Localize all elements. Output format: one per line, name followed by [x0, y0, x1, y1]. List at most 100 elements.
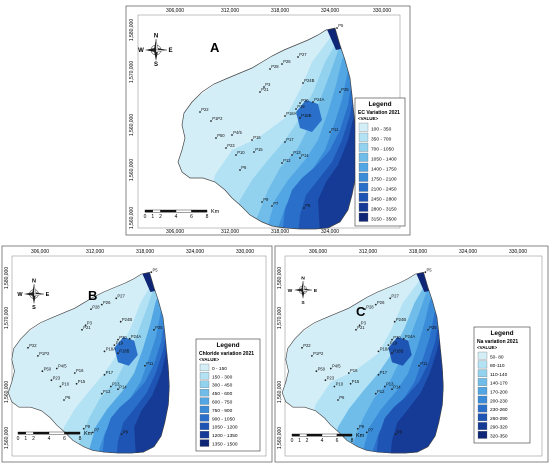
well-marker — [271, 205, 273, 207]
well-label: P20 — [301, 98, 309, 103]
scale-label: 1 — [298, 438, 301, 444]
scale-bar: 0 1 2 4 6 8Km — [291, 433, 365, 444]
scale-unit: Km — [211, 209, 220, 215]
well-label: P17 — [106, 370, 114, 375]
legend-swatch — [358, 162, 369, 172]
north-arrow-w: W — [138, 48, 144, 54]
x-tick: 324,000 — [459, 249, 477, 255]
study-area-outline — [7, 271, 170, 454]
well-label: P8 — [305, 203, 311, 208]
well-marker — [103, 350, 106, 353]
y-tick: 1,560,000 — [129, 114, 135, 136]
legend-swatch — [358, 182, 369, 192]
well-label: P20 — [119, 335, 127, 340]
well-label: P19 — [390, 340, 398, 345]
panel-c-y-ticks: 1,580,000 1,570,000 1,560,000 1,560,000 — [277, 267, 283, 449]
north-arrow-n: N — [32, 279, 36, 285]
well-label: P18A — [380, 347, 390, 352]
well-label: P50 — [217, 133, 225, 138]
well-marker — [402, 337, 405, 340]
well-marker — [389, 297, 392, 300]
well-marker — [299, 157, 301, 159]
well-label: P15 — [352, 379, 360, 384]
legend-title: Legend — [368, 101, 391, 108]
well-label: P25 — [155, 325, 163, 330]
legend-swatch — [199, 389, 210, 397]
scale-label: 2 — [32, 436, 35, 442]
well-label: P18B — [301, 113, 311, 118]
legend-class-label: 2100 - 2450 — [371, 187, 397, 193]
well-marker — [383, 385, 386, 388]
well-marker — [109, 385, 112, 388]
well-marker — [84, 324, 87, 327]
well-marker — [302, 82, 304, 84]
legend-class-label: 170-200 — [490, 390, 508, 396]
y-tick: 1,560,000 — [4, 381, 10, 403]
legend-class-label: 3150 - 3500 — [371, 217, 397, 223]
legend-class-label: 290-320 — [490, 425, 508, 431]
well-marker — [225, 147, 227, 149]
panel-c-neatline — [284, 255, 543, 457]
well-label: P7 — [368, 428, 374, 433]
well-marker — [339, 91, 341, 93]
well-marker — [374, 303, 377, 306]
well-marker — [120, 433, 123, 436]
well-marker — [27, 346, 29, 349]
well-label: P22 — [29, 343, 37, 348]
well-marker — [37, 355, 39, 357]
well-marker — [324, 379, 327, 382]
well-label: P26 — [377, 300, 385, 305]
well-label: P18B — [393, 348, 403, 353]
legend-swatch — [477, 422, 488, 430]
well-marker — [374, 392, 377, 395]
well-marker — [75, 382, 78, 385]
y-tick: 1,570,000 — [4, 307, 10, 329]
well-marker — [55, 367, 58, 370]
legend-swatch — [358, 212, 369, 222]
legend-subtitle: Na variation 2021 — [477, 339, 518, 345]
legend-swatch — [477, 431, 488, 439]
well-marker — [50, 379, 53, 382]
north-arrow-e: E — [46, 292, 50, 298]
zone-9 — [318, 60, 357, 229]
well-marker — [394, 433, 397, 436]
legend-swatch — [199, 397, 210, 405]
legend-class-label: 700 - 1050 — [371, 147, 394, 153]
well-label: P5 — [338, 23, 344, 28]
well-label: P28 — [271, 64, 279, 69]
well-label: P15 — [255, 147, 263, 152]
well-label: P6 — [339, 395, 345, 400]
well-marker — [347, 372, 350, 374]
well-label: P1P2 — [39, 351, 50, 356]
well-label: P14 — [119, 384, 127, 389]
scale-label: 0 — [144, 214, 147, 220]
well-marker — [235, 154, 237, 156]
well-label: P9 — [359, 424, 365, 429]
north-arrow: N S W E — [138, 34, 172, 69]
scale-label: 8 — [79, 436, 82, 442]
well-marker — [427, 328, 429, 331]
scale-label: 1 — [151, 214, 154, 220]
legend-swatch — [199, 422, 210, 430]
well-label: P3 — [361, 321, 367, 326]
x-tick: 306,000 — [31, 249, 49, 255]
scale-unit: Km — [84, 431, 93, 437]
well-marker — [424, 271, 427, 274]
well-label: P9 — [85, 424, 91, 429]
well-label: P19 — [297, 104, 305, 109]
legend-swatch — [199, 431, 210, 439]
scale-label: 4 — [175, 214, 178, 220]
well-marker — [391, 352, 393, 355]
well-marker — [117, 352, 119, 355]
scale-label: 0 — [291, 438, 294, 444]
well-marker — [355, 328, 357, 331]
well-marker — [63, 399, 65, 401]
legend-swatch — [358, 152, 369, 162]
well-label: P10 — [336, 382, 344, 387]
panel-c-legend: Legend Na variation 2021<VALUE> 50- 80 80-1… — [473, 326, 531, 444]
panel-c-letter: C — [356, 304, 366, 319]
north-arrow-e: E — [168, 48, 172, 54]
